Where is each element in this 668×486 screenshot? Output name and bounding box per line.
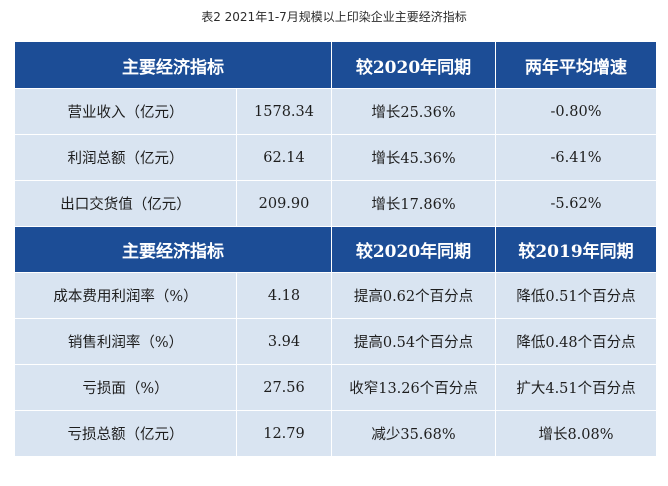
row-two-year: -5.62% [495,180,657,227]
table-row: 营业收入（亿元） 1578.34 增长25.36% -0.80% [14,88,657,135]
row-indicator: 亏损总额（亿元） [14,410,237,457]
row-value: 209.90 [236,180,332,227]
economic-indicators-table: 主要经济指标 较2020年同期 两年平均增速 营业收入（亿元） 1578.34 … [14,41,657,457]
header-two-year-avg: 两年平均增速 [495,41,657,89]
row-vs-2019: 扩大4.51个百分点 [495,364,657,411]
table-row: 成本费用利润率（%） 4.18 提高0.62个百分点 降低0.51个百分点 [14,272,657,319]
table-row: 出口交货值（亿元） 209.90 增长17.86% -5.62% [14,180,657,227]
row-indicator: 出口交货值（亿元） [14,180,237,227]
row-value: 1578.34 [236,88,332,135]
header-vs-2020: 较2020年同期 [331,226,496,273]
row-vs-2020: 提高0.62个百分点 [331,272,496,319]
row-vs-2019: 增长8.08% [495,410,657,457]
row-vs-2020: 增长17.86% [331,180,496,227]
section2-header-row: 主要经济指标 较2020年同期 较2019年同期 [14,226,657,273]
header-indicator: 主要经济指标 [14,226,332,273]
row-indicator: 成本费用利润率（%） [14,272,237,319]
row-value: 27.56 [236,364,332,411]
table-caption: 表2 2021年1-7月规模以上印染企业主要经济指标 [201,10,467,24]
header-vs-2020: 较2020年同期 [331,41,496,89]
table-row: 销售利润率（%） 3.94 提高0.54个百分点 降低0.48个百分点 [14,318,657,365]
row-indicator: 利润总额（亿元） [14,134,237,181]
row-value: 4.18 [236,272,332,319]
row-two-year: -6.41% [495,134,657,181]
row-indicator: 销售利润率（%） [14,318,237,365]
row-vs-2020: 收窄13.26个百分点 [331,364,496,411]
row-value: 12.79 [236,410,332,457]
header-vs-2019: 较2019年同期 [495,226,657,273]
row-vs-2020: 增长45.36% [331,134,496,181]
row-two-year: -0.80% [495,88,657,135]
row-vs-2019: 降低0.48个百分点 [495,318,657,365]
row-vs-2020: 减少35.68% [331,410,496,457]
row-value: 3.94 [236,318,332,365]
table-row: 亏损总额（亿元） 12.79 减少35.68% 增长8.08% [14,410,657,457]
row-vs-2020: 增长25.36% [331,88,496,135]
section1-header-row: 主要经济指标 较2020年同期 两年平均增速 [14,41,657,89]
row-vs-2019: 降低0.51个百分点 [495,272,657,319]
row-indicator: 营业收入（亿元） [14,88,237,135]
header-indicator: 主要经济指标 [14,41,332,89]
row-value: 62.14 [236,134,332,181]
table-row: 利润总额（亿元） 62.14 增长45.36% -6.41% [14,134,657,181]
row-vs-2020: 提高0.54个百分点 [331,318,496,365]
row-indicator: 亏损面（%） [14,364,237,411]
table-row: 亏损面（%） 27.56 收窄13.26个百分点 扩大4.51个百分点 [14,364,657,411]
